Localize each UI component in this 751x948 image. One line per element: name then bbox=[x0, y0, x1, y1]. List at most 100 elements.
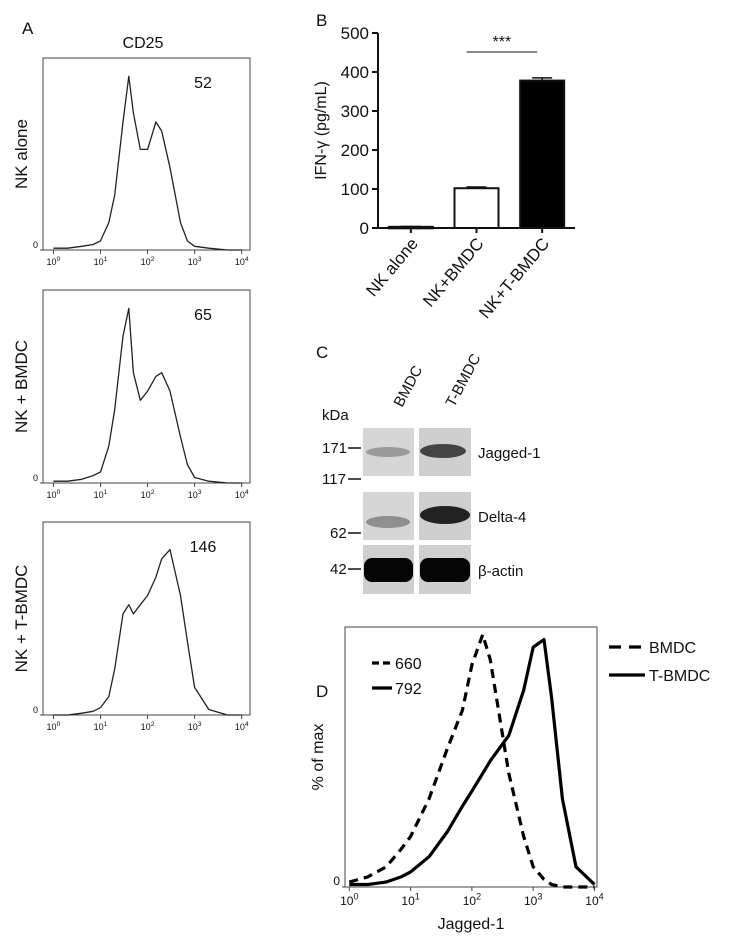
tick-exponent: 1 bbox=[104, 721, 108, 728]
annotation: 792 bbox=[395, 681, 422, 698]
tick-base: 10 bbox=[524, 894, 538, 908]
marker-label: 62 bbox=[330, 525, 347, 542]
tick-exponent: 4 bbox=[599, 892, 604, 902]
tick-exponent: 2 bbox=[151, 721, 155, 728]
tick-exponent: 0 bbox=[57, 256, 61, 263]
band-label: Delta-4 bbox=[478, 509, 526, 526]
tick-exponent: 2 bbox=[151, 489, 155, 496]
tick-exponent: 3 bbox=[537, 892, 542, 902]
tick-base: 10 bbox=[47, 722, 57, 732]
band bbox=[420, 506, 470, 524]
tick-exponent: 4 bbox=[245, 256, 249, 263]
band bbox=[420, 444, 466, 458]
tick-base: 10 bbox=[47, 490, 57, 500]
tick-base: 10 bbox=[188, 722, 198, 732]
y-tick-label: 0 bbox=[33, 240, 38, 250]
tick-exponent: 3 bbox=[198, 489, 202, 496]
tick-exponent: 3 bbox=[198, 721, 202, 728]
series-line bbox=[53, 75, 242, 251]
series-line bbox=[348, 633, 595, 889]
legend-label: BMDC bbox=[649, 640, 696, 657]
x-tick-label: 100 bbox=[340, 892, 358, 908]
band bbox=[366, 516, 410, 528]
legend-label: T-BMDC bbox=[649, 668, 710, 685]
panel-letter: C bbox=[316, 343, 328, 362]
x-tick-label: 101 bbox=[94, 256, 108, 267]
annotation: *** bbox=[492, 34, 511, 51]
tick-base: 10 bbox=[235, 722, 245, 732]
band-label: Jagged-1 bbox=[478, 445, 541, 462]
x-tick-label: 101 bbox=[94, 489, 108, 500]
tick-base: 10 bbox=[94, 722, 104, 732]
tick-exponent: 4 bbox=[245, 721, 249, 728]
panel-letter: A bbox=[22, 19, 34, 38]
tick-base: 10 bbox=[585, 894, 599, 908]
annotation: 52 bbox=[194, 75, 212, 92]
band bbox=[366, 447, 410, 457]
series-line bbox=[53, 307, 242, 484]
tick-exponent: 1 bbox=[104, 256, 108, 263]
annotation: 146 bbox=[190, 539, 217, 556]
tick-base: 10 bbox=[235, 257, 245, 267]
annotation: 660 bbox=[395, 656, 422, 673]
tick-base: 10 bbox=[94, 257, 104, 267]
tick-exponent: 2 bbox=[476, 892, 481, 902]
tick-base: 10 bbox=[141, 257, 151, 267]
band-label: β-actin bbox=[478, 563, 523, 580]
y-tick-label: 300 bbox=[341, 102, 369, 121]
tick-base: 10 bbox=[463, 894, 477, 908]
bar bbox=[453, 187, 500, 229]
plot-frame bbox=[42, 521, 251, 716]
tick-exponent: 3 bbox=[198, 256, 202, 263]
y-tick-label: 200 bbox=[341, 141, 369, 160]
blot-unit: kDa bbox=[322, 407, 349, 424]
x-axis-label: Jagged-1 bbox=[438, 916, 505, 933]
x-tick-label: 102 bbox=[463, 892, 481, 908]
panel-letter: B bbox=[316, 11, 327, 30]
y-tick-label: 400 bbox=[341, 63, 369, 82]
tick-base: 10 bbox=[188, 490, 198, 500]
y-tick-label: 0 bbox=[360, 219, 369, 238]
x-tick-label: 100 bbox=[47, 256, 61, 267]
tick-exponent: 1 bbox=[104, 489, 108, 496]
tick-exponent: 1 bbox=[415, 892, 420, 902]
chart-title: CD25 bbox=[123, 35, 164, 52]
tick-exponent: 2 bbox=[151, 256, 155, 263]
x-tick-label: 104 bbox=[235, 256, 249, 267]
lane-label: T-BMDC bbox=[443, 351, 485, 410]
x-tick-label: 104 bbox=[235, 489, 249, 500]
marker-label: 42 bbox=[330, 561, 347, 578]
tick-base: 10 bbox=[47, 257, 57, 267]
series-line bbox=[349, 638, 596, 887]
y-tick-label: 500 bbox=[341, 24, 369, 43]
band bbox=[420, 558, 470, 582]
lane-label: BMDC bbox=[391, 363, 427, 410]
x-tick-label: NK+BMDC bbox=[419, 234, 487, 310]
x-tick-label: 103 bbox=[188, 721, 202, 732]
x-tick-label: 102 bbox=[141, 256, 155, 267]
tick-base: 10 bbox=[340, 894, 354, 908]
x-tick-label: 104 bbox=[585, 892, 603, 908]
plot-frame bbox=[344, 626, 598, 888]
plot-frame bbox=[42, 289, 251, 484]
tick-exponent: 0 bbox=[57, 489, 61, 496]
y-tick-label: 0 bbox=[33, 473, 38, 483]
tick-exponent: 0 bbox=[353, 892, 358, 902]
blot: kDa BMDC T-BMDC 171 117 62 42 Jagged-1 D… bbox=[322, 351, 541, 594]
tick-base: 10 bbox=[141, 490, 151, 500]
x-tick-label: 102 bbox=[141, 489, 155, 500]
y-tick-label: 0 bbox=[333, 874, 340, 888]
tick-base: 10 bbox=[141, 722, 151, 732]
tick-exponent: 0 bbox=[57, 721, 61, 728]
tick-base: 10 bbox=[188, 257, 198, 267]
series-line bbox=[53, 548, 242, 716]
x-tick-label: 104 bbox=[235, 721, 249, 732]
tick-base: 10 bbox=[235, 490, 245, 500]
tick-base: 10 bbox=[401, 894, 415, 908]
x-tick-label: NK+T-BMDC bbox=[475, 234, 553, 322]
tick-base: 10 bbox=[94, 490, 104, 500]
marker-label: 171 bbox=[322, 440, 347, 457]
x-tick-label: 103 bbox=[188, 489, 202, 500]
x-tick-label: 101 bbox=[94, 721, 108, 732]
panel-letter: D bbox=[316, 682, 328, 701]
